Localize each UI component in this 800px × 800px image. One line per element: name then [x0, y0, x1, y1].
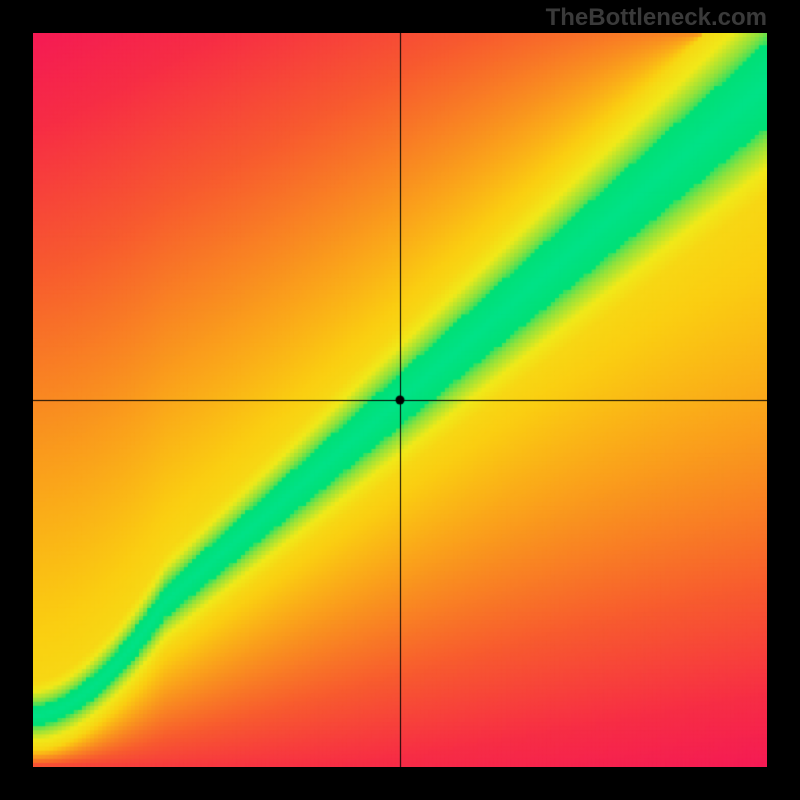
- bottleneck-heatmap: [33, 33, 767, 767]
- watermark-text: TheBottleneck.com: [546, 4, 767, 32]
